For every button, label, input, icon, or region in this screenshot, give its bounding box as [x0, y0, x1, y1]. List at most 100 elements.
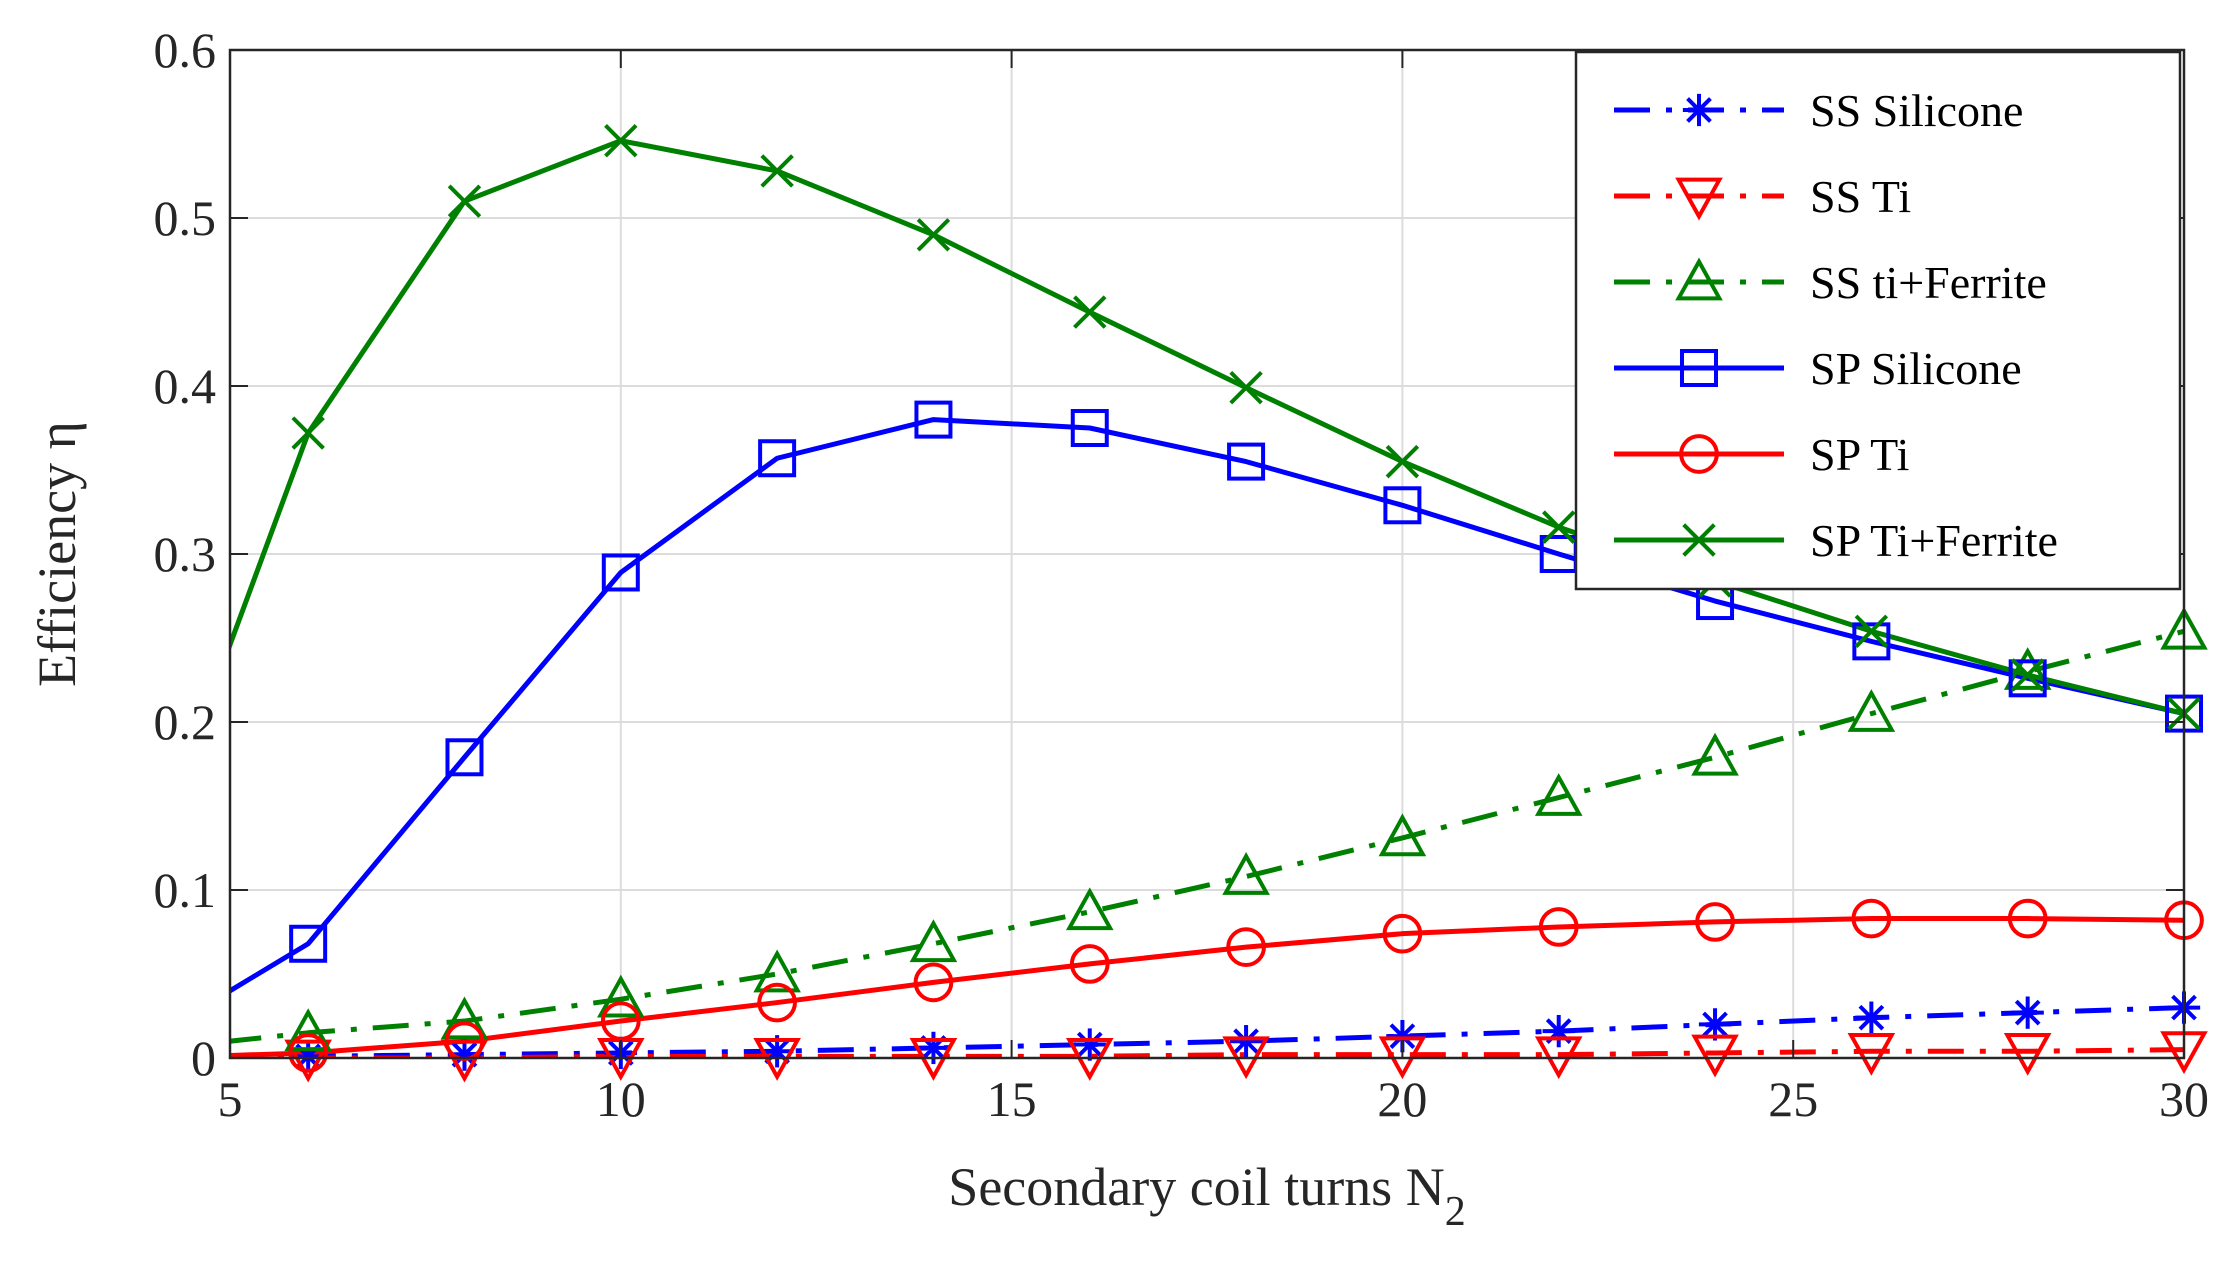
legend-box	[1574, 50, 2182, 591]
x-axis-label-subscript: 2	[1445, 1189, 1466, 1235]
data-point-sp-ti-ferrite	[1385, 444, 1420, 479]
data-point-ss-ti-ferrite	[1378, 813, 1427, 857]
data-point-sp-ti	[1069, 944, 1110, 984]
data-point-sp-silicone	[758, 439, 797, 478]
data-point-sp-ti-ferrite	[1229, 370, 1263, 405]
legend-entry-sp-silicone: SP Silicone	[1614, 343, 2022, 394]
data-point-ss-ti-ferrite	[597, 974, 645, 1018]
data-point-ss-silicone	[1542, 1014, 1575, 1048]
series-line-sp-ti-ferrite	[230, 138, 2184, 717]
data-point-ss-silicone	[1073, 1028, 1106, 1061]
legend-marker	[1675, 257, 1723, 301]
x-tick-label: 15	[987, 1071, 1037, 1127]
data-point-sp-ti-ferrite	[760, 154, 794, 188]
legend-label: SS Ti	[1810, 171, 1911, 222]
x-tick-label: 5	[218, 1071, 243, 1127]
data-point-ss-ti-ferrite	[753, 949, 801, 993]
data-point-sp-silicone	[1227, 442, 1266, 481]
data-point-ss-ti	[284, 1039, 332, 1083]
y-tick-label: 0.5	[154, 190, 217, 246]
data-point-ss-ti	[1378, 1036, 1427, 1080]
data-point-ss-ti-ferrite	[2003, 647, 2052, 690]
data-point-ss-ti	[1847, 1032, 1896, 1076]
legend-entry-ss-silicone: SS Silicone	[1614, 85, 2023, 136]
data-point-sp-ti	[1851, 898, 1892, 939]
data-point-ss-ti	[440, 1039, 489, 1083]
data-point-sp-ti	[913, 962, 954, 1003]
data-point-ss-ti-ferrite	[284, 1008, 332, 1052]
data-point-sp-silicone	[2008, 659, 2047, 698]
y-tick-label: 0.6	[154, 22, 217, 78]
x-axis-label-main: Secondary coil turns N	[948, 1157, 1444, 1217]
data-point-ss-ti	[1691, 1034, 1739, 1078]
data-point-ss-ti-ferrite	[909, 919, 958, 963]
data-point-sp-silicone	[1852, 622, 1891, 661]
y-tick-label: 0.4	[154, 358, 217, 414]
legend-label: SP Silicone	[1810, 343, 2022, 394]
data-point-ss-ti	[2003, 1032, 2052, 1076]
data-point-sp-silicone	[289, 924, 328, 963]
data-point-sp-ti	[1538, 907, 1579, 947]
x-tick-label: 20	[1377, 1071, 1427, 1127]
legend-marker	[1682, 93, 1716, 127]
data-point-sp-ti-ferrite	[916, 218, 951, 252]
data-point-sp-ti-ferrite	[1073, 295, 1107, 329]
data-point-ss-silicone	[1229, 1025, 1263, 1058]
series-line-sp-ti	[230, 916, 2184, 1058]
data-point-ss-ti-ferrite	[1847, 689, 1896, 732]
data-point-sp-silicone	[601, 553, 640, 592]
data-point-sp-silicone	[914, 400, 953, 439]
legend-marker	[1679, 434, 1719, 474]
series-line-ss-ti-ferrite	[230, 628, 2184, 1044]
data-point-sp-ti-ferrite	[604, 124, 638, 158]
data-point-sp-ti-ferrite	[291, 416, 325, 450]
data-point-ss-silicone	[1855, 1001, 1888, 1034]
data-point-sp-silicone	[1070, 409, 1109, 447]
data-point-ss-ti-ferrite	[1222, 852, 1270, 895]
legend-marker	[1682, 523, 1716, 557]
data-point-sp-ti-ferrite	[2010, 658, 2045, 692]
legend-marker	[1675, 177, 1723, 221]
data-point-sp-ti-ferrite	[1542, 510, 1576, 544]
x-tick-label: 10	[596, 1071, 646, 1127]
data-point-sp-ti	[1695, 902, 1735, 942]
x-tick-label: 30	[2159, 1071, 2209, 1127]
x-tick-label: 25	[1768, 1071, 1818, 1127]
series-line-sp-silicone	[230, 417, 2184, 994]
legend-label: SS Silicone	[1810, 85, 2023, 136]
data-point-ss-ti	[1222, 1036, 1270, 1080]
data-point-sp-ti	[288, 1033, 329, 1073]
data-point-sp-ti	[1382, 913, 1423, 954]
data-point-sp-ti	[600, 1001, 641, 1041]
x-axis-label: Secondary coil turns N2	[948, 1157, 1465, 1235]
legend-entry-sp-ti-ferrite: SP Ti+Ferrite	[1614, 515, 2058, 566]
legend-label: SP Ti	[1810, 429, 1909, 480]
data-point-ss-ti-ferrite	[440, 996, 489, 1040]
data-point-ss-silicone	[2011, 996, 2044, 1029]
legend-entry-sp-ti: SP Ti	[1614, 429, 1909, 480]
legend: SS Silicone SS Ti SS ti+Ferrite SP Silicone…	[1574, 50, 2182, 591]
data-point-sp-silicone	[445, 738, 484, 777]
y-tick-label: 0.1	[154, 862, 217, 918]
legend-label: SP Ti+Ferrite	[1810, 515, 2058, 566]
series-layer	[230, 138, 2184, 1058]
data-point-ss-ti-ferrite	[1691, 732, 1739, 776]
data-point-sp-ti	[1226, 927, 1266, 967]
legend-marker	[1680, 349, 1718, 387]
data-point-ss-ti	[1534, 1036, 1583, 1080]
data-point-sp-silicone	[1383, 486, 1422, 525]
data-point-ss-ti-ferrite	[1534, 773, 1583, 816]
y-axis-label: Efficiency η	[27, 421, 87, 687]
series-line-ss-ti	[230, 1047, 2184, 1058]
y-tick-label: 0.2	[154, 694, 217, 750]
legend-entry-ss-ti-ferrite: SS ti+Ferrite	[1614, 257, 2047, 308]
legend-label: SS ti+Ferrite	[1810, 257, 2047, 308]
y-tick-label: 0.3	[154, 526, 217, 582]
data-point-ss-ti-ferrite	[1065, 887, 1114, 931]
data-point-sp-ti-ferrite	[1854, 614, 1889, 648]
data-point-sp-ti	[2007, 898, 2048, 939]
data-point-sp-ti	[757, 982, 797, 1023]
legend-entry-ss-ti: SS Ti	[1614, 171, 1911, 222]
data-point-sp-ti-ferrite	[447, 184, 482, 218]
